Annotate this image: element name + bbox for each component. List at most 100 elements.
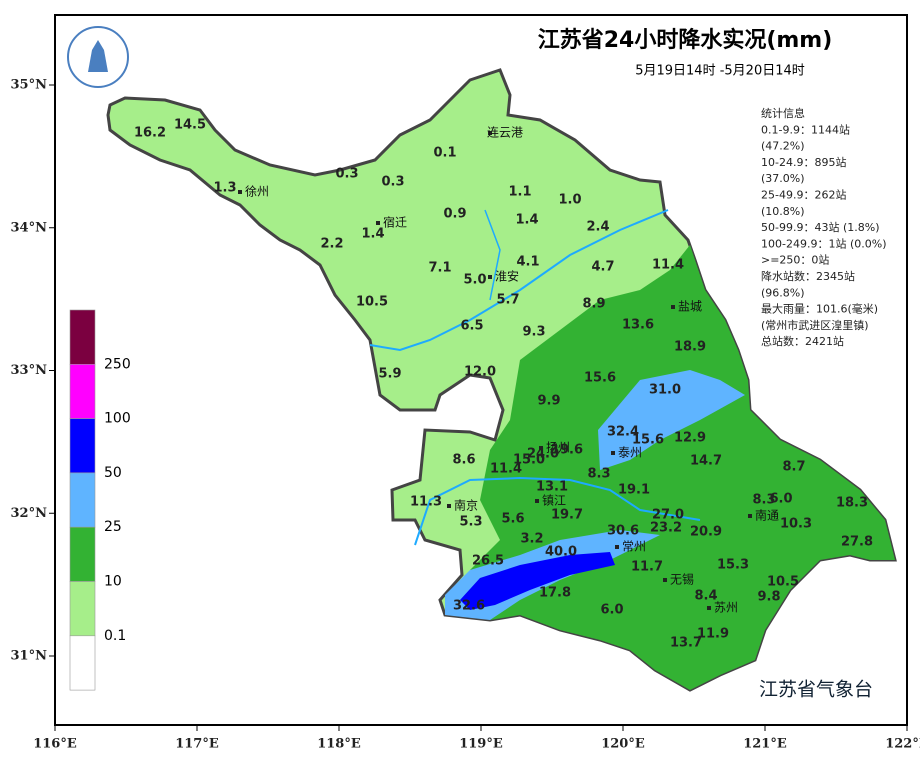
- subtitle: 5月19日14时 -5月20日14时: [635, 64, 805, 79]
- legend-swatch: [69, 309, 96, 365]
- station-value: 14.7: [690, 454, 722, 469]
- station-value: 4.1: [516, 255, 539, 270]
- legend-label: 10: [104, 574, 122, 590]
- station-value: 1.0: [558, 193, 581, 208]
- lake-yellow-river: [484, 209, 501, 301]
- city-name: 宿迁: [383, 215, 407, 230]
- legend-label: 0.1: [104, 628, 126, 644]
- station-value: 31.0: [649, 383, 681, 398]
- station-value: 13.6: [622, 318, 654, 333]
- city-name: 无锡: [670, 572, 694, 587]
- rain-area-25: [598, 370, 745, 470]
- stat-line: >=250：0站: [761, 253, 829, 267]
- station-value: 7.1: [428, 261, 451, 276]
- station-value: 5.7: [496, 293, 519, 308]
- stat-line: 最大雨量：101.6(毫米): [761, 302, 878, 316]
- title: 江苏省24小时降水实况(mm): [538, 27, 833, 53]
- legend-swatch: [69, 581, 96, 637]
- station-value: 1.1: [508, 185, 531, 200]
- station-value: 20.9: [690, 525, 722, 540]
- city-dot: [238, 190, 242, 194]
- lat-label: 31°N: [11, 649, 48, 664]
- station-value: 8.7: [782, 460, 805, 475]
- station-value: 8.9: [582, 297, 605, 312]
- station-value: 19.6: [551, 443, 583, 458]
- lat-label: 35°N: [11, 78, 48, 93]
- station-value: 1.4: [515, 213, 538, 228]
- city-dot: [707, 606, 711, 610]
- legend-swatch: [69, 526, 96, 582]
- station-value: 4.7: [591, 260, 614, 275]
- stat-line: 25-49.9：262站: [761, 188, 846, 202]
- station-value: 13.1: [536, 480, 568, 495]
- city-dot: [376, 221, 380, 225]
- stat-line: (96.8%): [761, 286, 805, 299]
- station-value: 16.2: [134, 126, 166, 141]
- stat-line: 统计信息: [761, 106, 805, 120]
- river: [414, 476, 701, 546]
- station-value: 11.9: [697, 627, 729, 642]
- station-value: 10.3: [780, 517, 812, 532]
- station-value: 0.9: [443, 207, 466, 222]
- station-value: 11.4: [652, 258, 684, 273]
- station-value: 1.3: [213, 181, 236, 196]
- logo-tower: [88, 40, 108, 72]
- station-value: 27.8: [841, 535, 873, 550]
- station-value: 10.5: [356, 295, 388, 310]
- city-dot: [671, 305, 675, 309]
- rain-area-50: [460, 552, 615, 610]
- station-value: 9.3: [522, 325, 545, 340]
- legend-label: 50: [104, 465, 122, 481]
- city-name: 盐城: [678, 300, 702, 314]
- station-value: 18.9: [674, 340, 706, 355]
- lon-label: 120°E: [601, 737, 645, 752]
- station-value: 12.9: [674, 431, 706, 446]
- station-value: 32.4: [607, 425, 639, 440]
- city-dot: [447, 504, 451, 508]
- stat-line: 100-249.9：1站 (0.0%): [761, 236, 886, 250]
- station-value: 6.5: [460, 319, 483, 334]
- station-value: 8.3: [587, 467, 610, 482]
- station-value: 26.5: [472, 554, 504, 569]
- river: [369, 209, 669, 352]
- station-value: 0.3: [381, 175, 404, 190]
- station-value: 3.2: [520, 532, 543, 547]
- lat-label: 34°N: [11, 220, 48, 235]
- lon-label: 121°E: [743, 737, 787, 752]
- station-value: 27.0: [652, 508, 684, 523]
- rain-area-10: [470, 245, 895, 690]
- city-name: 南通: [755, 508, 779, 523]
- station-value: 6.0: [600, 603, 623, 618]
- station-value: 2.2: [320, 237, 343, 252]
- station-value: 40.0: [545, 545, 577, 560]
- city-name: 镇江: [542, 494, 566, 508]
- station-value: 11.4: [490, 462, 522, 477]
- city-dot: [488, 131, 492, 135]
- lon-label: 116°E: [33, 737, 77, 752]
- station-value: 15.0: [513, 453, 545, 468]
- station-value: 5.3: [459, 515, 482, 530]
- lon-label: 122°E: [885, 737, 920, 752]
- station-value: 11.7: [631, 560, 663, 575]
- station-value: 6.0: [769, 492, 792, 507]
- station-value: 15.6: [584, 371, 616, 386]
- station-value: 23.2: [650, 521, 682, 536]
- city-dot: [611, 451, 615, 455]
- stat-line: 0.1-9.9：1144站: [761, 122, 850, 136]
- station-value: 11.3: [410, 495, 442, 510]
- station-value: 10.5: [767, 575, 799, 590]
- lon-label: 118°E: [317, 737, 361, 752]
- stat-line: 降水站数：2345站: [761, 269, 855, 283]
- lat-label: 33°N: [11, 363, 48, 378]
- legend-label: 250: [104, 356, 131, 372]
- legend-swatch: [69, 418, 96, 474]
- station-value: 8.6: [452, 453, 475, 468]
- station-value: 15.6: [632, 433, 664, 448]
- legend-label: 25: [104, 519, 122, 535]
- stat-line: 50-99.9：43站 (1.8%): [761, 220, 879, 234]
- stat-line: 10-24.9：895站: [761, 155, 846, 169]
- stat-line: (10.8%): [761, 205, 805, 218]
- stat-line: (37.0%): [761, 172, 805, 185]
- station-value: 1.4: [361, 227, 384, 242]
- lat-label: 32°N: [11, 506, 48, 521]
